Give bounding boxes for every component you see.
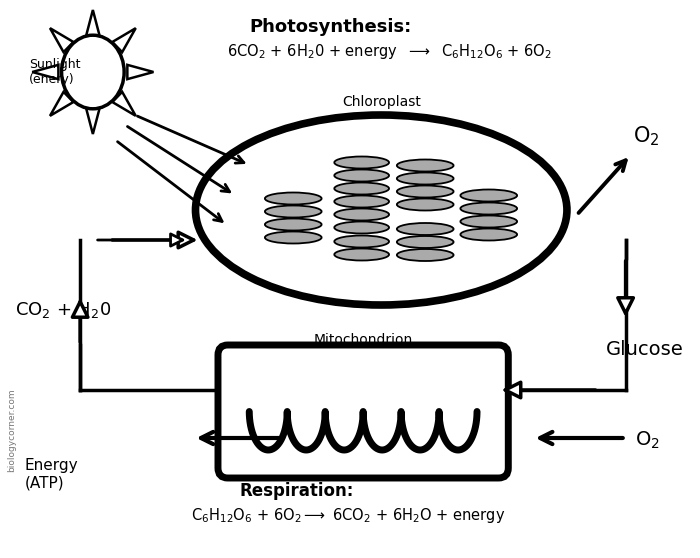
Ellipse shape bbox=[461, 203, 517, 214]
Text: 6CO$_2$ + 6H$_2$0 + energy  $\longrightarrow$  C$_6$H$_{12}$O$_6$ + 6O$_2$: 6CO$_2$ + 6H$_2$0 + energy $\longrightar… bbox=[227, 42, 552, 61]
Ellipse shape bbox=[335, 209, 389, 220]
FancyBboxPatch shape bbox=[218, 345, 508, 478]
Text: C$_6$H$_{12}$O$_6$ + 6O$_2$$\longrightarrow$ 6CO$_2$ + 6H$_2$O + energy: C$_6$H$_{12}$O$_6$ + 6O$_2$$\longrightar… bbox=[190, 506, 505, 525]
Text: Mitochondrion: Mitochondrion bbox=[314, 333, 413, 347]
Polygon shape bbox=[50, 28, 74, 52]
Text: O$_2$: O$_2$ bbox=[634, 124, 660, 148]
Text: Photosynthesis:: Photosynthesis: bbox=[249, 18, 412, 36]
Polygon shape bbox=[112, 28, 136, 52]
Ellipse shape bbox=[335, 235, 389, 248]
Ellipse shape bbox=[397, 223, 454, 235]
Text: Respiration:: Respiration: bbox=[239, 482, 354, 500]
Text: O$_2$: O$_2$ bbox=[636, 430, 660, 451]
Ellipse shape bbox=[195, 115, 567, 305]
Ellipse shape bbox=[265, 219, 321, 230]
Ellipse shape bbox=[397, 160, 454, 171]
Polygon shape bbox=[50, 92, 74, 116]
Ellipse shape bbox=[335, 195, 389, 208]
Ellipse shape bbox=[265, 232, 321, 243]
Ellipse shape bbox=[397, 236, 454, 248]
Ellipse shape bbox=[397, 172, 454, 185]
Text: Sunlight
(enery): Sunlight (enery) bbox=[29, 58, 81, 86]
Ellipse shape bbox=[397, 199, 454, 210]
Ellipse shape bbox=[461, 215, 517, 228]
Ellipse shape bbox=[397, 185, 454, 198]
Polygon shape bbox=[127, 65, 153, 79]
Polygon shape bbox=[112, 92, 136, 116]
Text: Glucose: Glucose bbox=[606, 340, 684, 359]
Ellipse shape bbox=[265, 205, 321, 218]
Text: Chloroplast: Chloroplast bbox=[342, 95, 421, 109]
Text: CO$_2$ + H$_2$0: CO$_2$ + H$_2$0 bbox=[15, 300, 111, 320]
Ellipse shape bbox=[461, 190, 517, 201]
Ellipse shape bbox=[335, 182, 389, 195]
Polygon shape bbox=[86, 10, 100, 37]
Text: Energy
(ATP): Energy (ATP) bbox=[25, 458, 78, 490]
Ellipse shape bbox=[265, 193, 321, 204]
Ellipse shape bbox=[62, 35, 124, 109]
Ellipse shape bbox=[397, 249, 454, 261]
Ellipse shape bbox=[335, 248, 389, 261]
Ellipse shape bbox=[335, 222, 389, 233]
Polygon shape bbox=[86, 107, 100, 134]
Ellipse shape bbox=[335, 156, 389, 169]
Polygon shape bbox=[32, 65, 58, 79]
Ellipse shape bbox=[461, 228, 517, 240]
Text: biologycorner.com: biologycorner.com bbox=[7, 388, 16, 472]
Ellipse shape bbox=[335, 170, 389, 181]
